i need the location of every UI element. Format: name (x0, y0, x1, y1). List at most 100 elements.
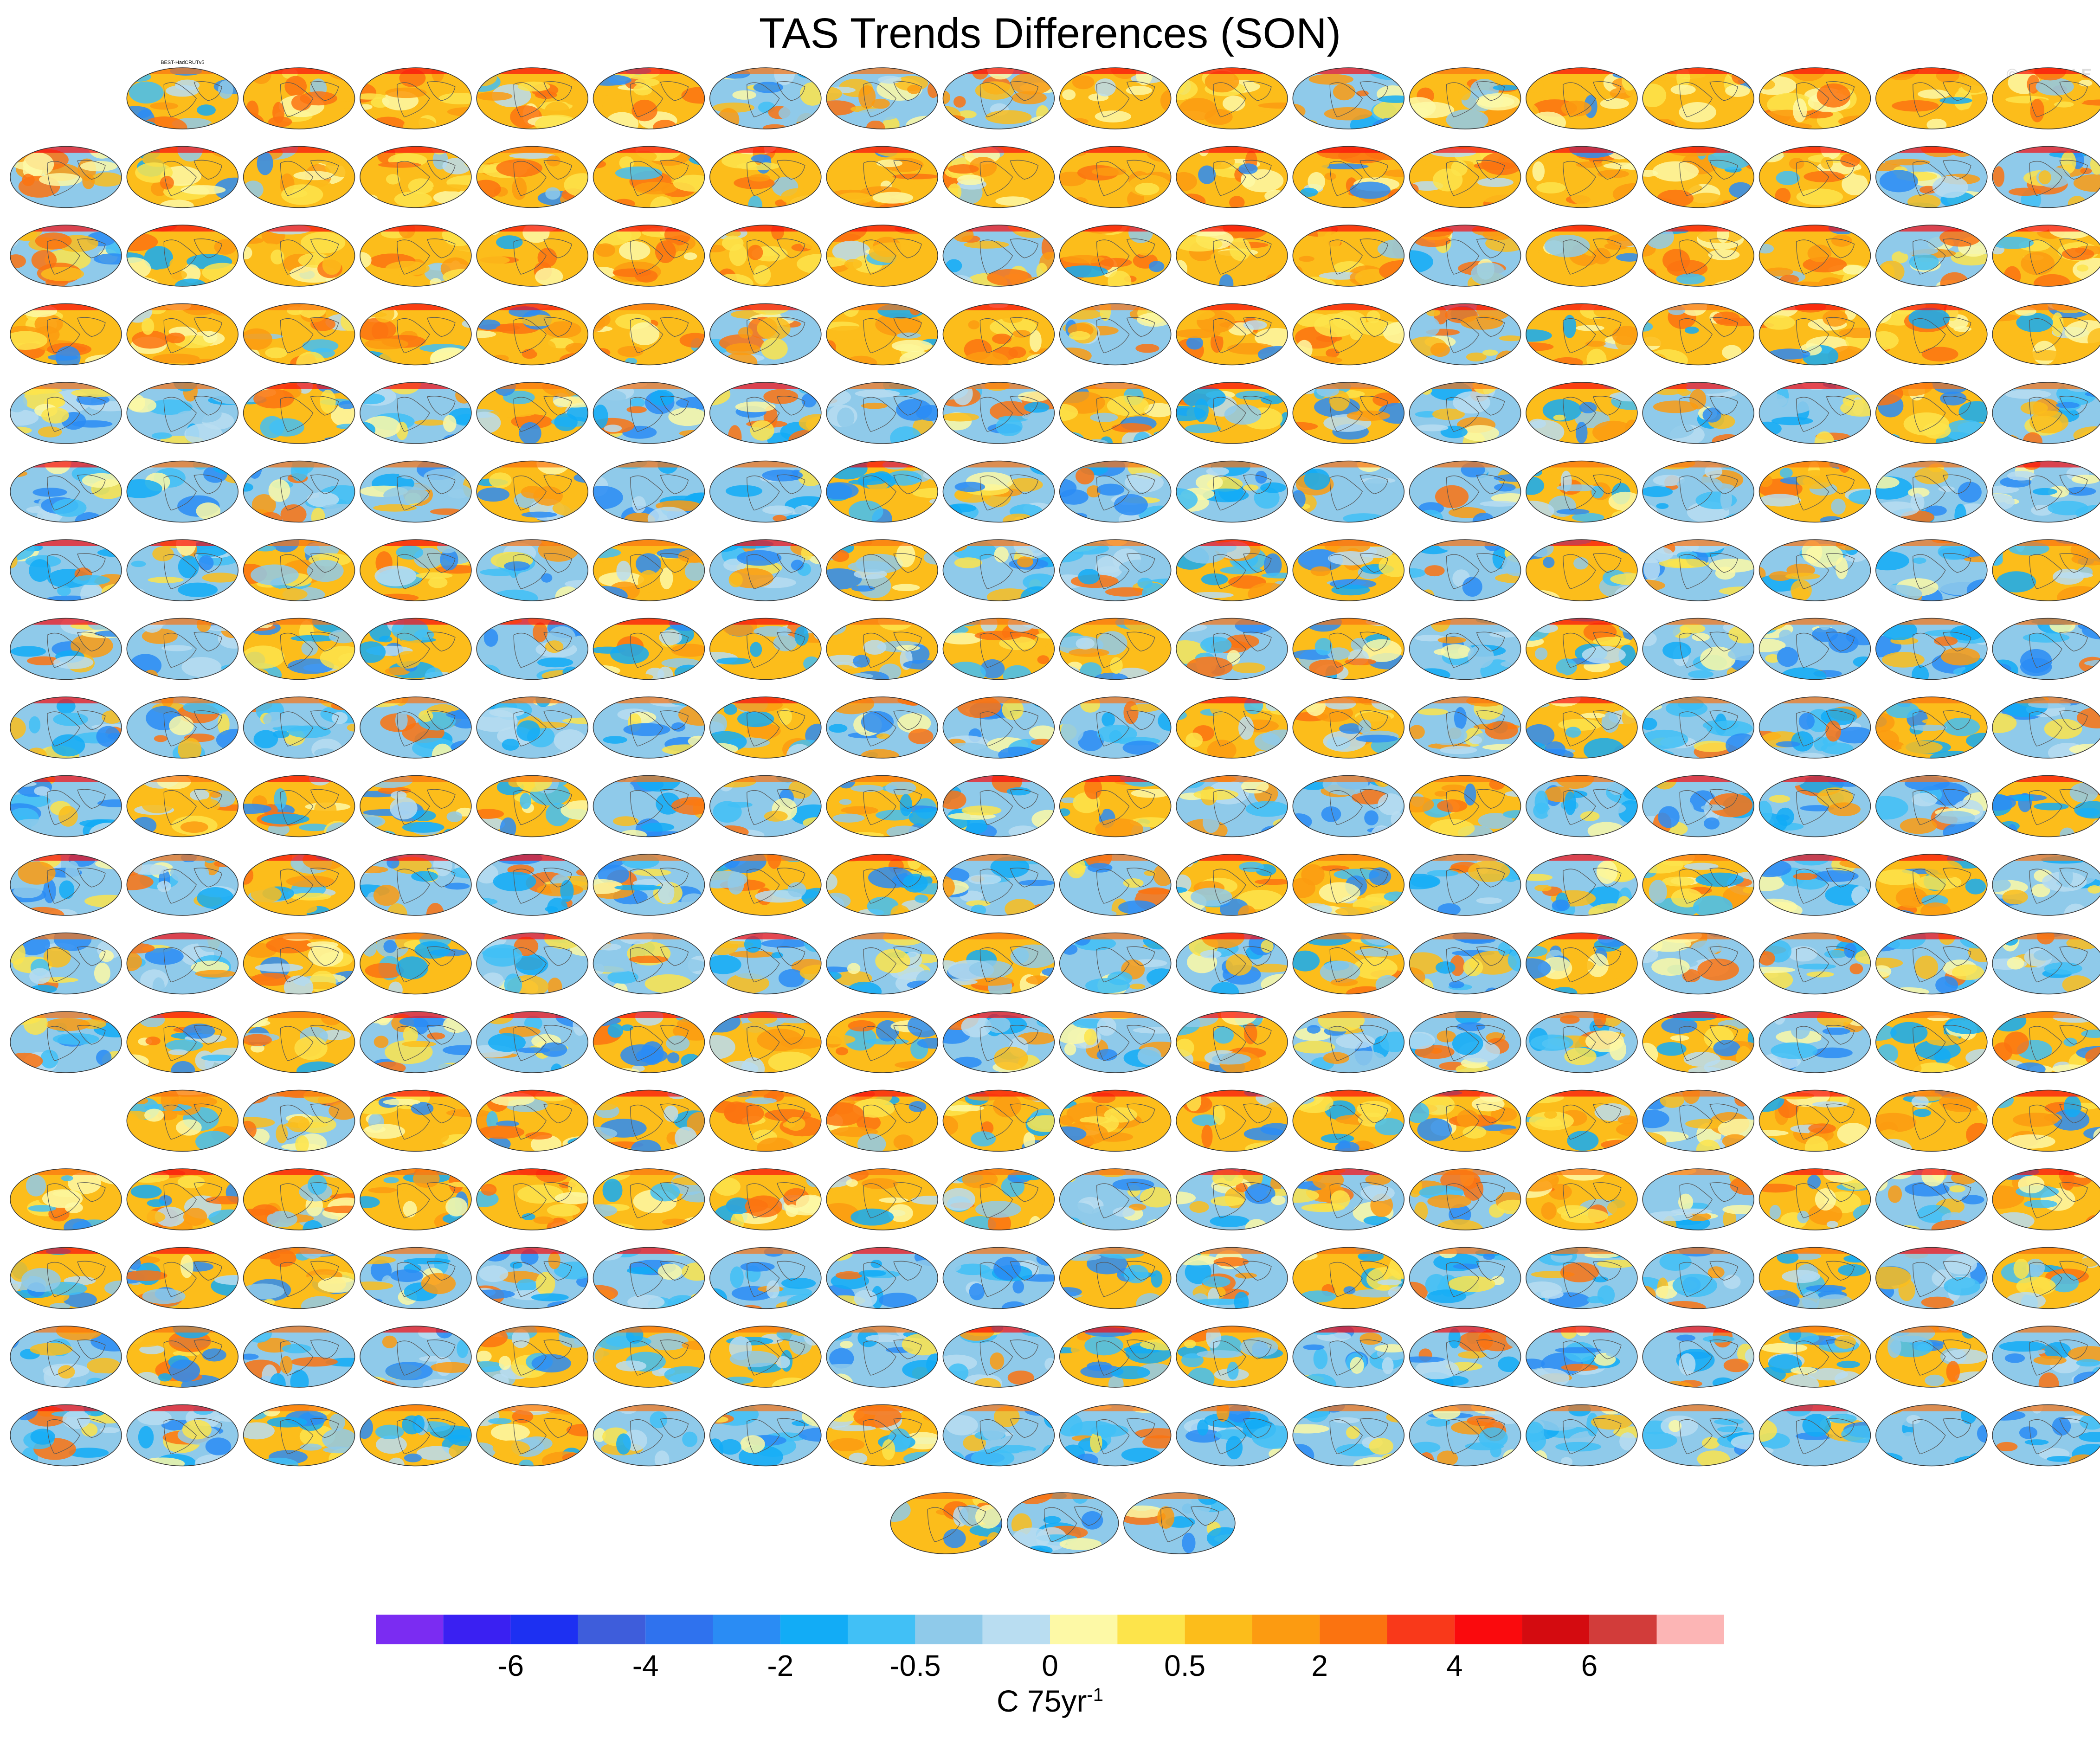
trend-anomaly-patch (946, 259, 962, 272)
trend-anomaly-patch (1694, 740, 1729, 752)
maps-canvas: BEST-HadCRUTv5 (10, 60, 2100, 1554)
trend-anomaly-patch (764, 811, 788, 822)
trend-anomaly-patch (1440, 746, 1477, 754)
trend-anomaly-patch (2034, 803, 2069, 811)
trend-anomaly-patch (414, 1127, 449, 1145)
trend-anomaly-patch (629, 322, 660, 346)
arctic-band (243, 540, 355, 546)
trend-anomaly-patch (214, 239, 237, 255)
coastline (1329, 160, 1388, 196)
map-border (126, 67, 239, 129)
trend-anomaly-patch (1031, 810, 1055, 830)
trend-anomaly-patch (127, 518, 151, 522)
trend-anomaly-patch (360, 93, 386, 100)
trend-anomaly-patch (1551, 987, 1578, 994)
trend-anomaly-patch (281, 184, 323, 205)
trend-anomaly-patch (1176, 1066, 1193, 1073)
trend-anomaly-patch (1059, 348, 1092, 364)
arctic-band (1759, 225, 1871, 232)
map-panel (10, 696, 122, 759)
trend-anomaly-patch (1176, 433, 1192, 444)
arctic-band (826, 382, 938, 389)
trend-anomaly-patch (673, 174, 705, 192)
trend-anomaly-patch (154, 735, 167, 742)
trend-anomaly-patch (1840, 153, 1860, 167)
coastline (1213, 81, 1272, 117)
trend-anomaly-patch (1045, 643, 1055, 654)
trend-anomaly-patch (96, 726, 121, 747)
trend-anomaly-patch (1068, 513, 1088, 520)
arctic-band (1526, 382, 1637, 389)
arctic-band (826, 1011, 938, 1018)
trend-anomaly-patch (717, 108, 740, 129)
trend-anomaly-patch (1096, 483, 1125, 496)
trend-anomaly-patch (650, 309, 673, 316)
arctic-band (1875, 775, 1987, 782)
trend-anomaly-patch (721, 235, 744, 251)
trend-anomaly-patch (1875, 501, 1920, 517)
trend-anomaly-patch (482, 972, 504, 989)
arctic-band (1643, 697, 1754, 703)
trend-anomaly-patch (1760, 970, 1793, 990)
trend-anomaly-patch (218, 80, 233, 99)
map-panel (1176, 932, 1288, 995)
map-panel (709, 696, 822, 759)
trend-anomaly-patch (1252, 75, 1288, 86)
map-border (1992, 146, 2100, 208)
map-border (826, 225, 938, 287)
trend-anomaly-patch (1126, 85, 1153, 95)
trend-anomaly-patch (946, 742, 988, 753)
trend-anomaly-patch (717, 775, 735, 792)
trend-anomaly-patch (272, 730, 290, 738)
arctic-band (477, 1090, 588, 1097)
map-panel (10, 932, 122, 995)
trend-anomaly-patch (385, 87, 427, 98)
map-panel (709, 618, 822, 680)
trend-anomaly-patch (1759, 79, 1775, 90)
trend-anomaly-patch (890, 426, 922, 444)
arctic-band (360, 775, 471, 782)
map-panel (1292, 67, 1405, 129)
arctic-band (243, 1090, 355, 1097)
arctic-band (127, 382, 238, 389)
map-panel (1875, 932, 1988, 995)
trend-anomaly-patch (11, 646, 46, 657)
trend-anomaly-patch (709, 870, 747, 888)
arctic-band (1875, 225, 1987, 232)
trend-anomaly-patch (1269, 510, 1285, 522)
trend-anomaly-patch (1772, 1011, 1786, 1025)
trend-anomaly-patch (908, 808, 938, 827)
trend-anomaly-patch (1791, 580, 1812, 601)
map-panel (1642, 696, 1754, 759)
trend-anomaly-patch (243, 1018, 271, 1028)
coastline (863, 81, 922, 117)
trend-anomaly-patch (836, 155, 883, 167)
trend-anomaly-patch (82, 473, 121, 488)
trend-anomaly-patch (1613, 585, 1637, 601)
trend-anomaly-patch (1796, 470, 1835, 489)
trend-anomaly-patch (593, 389, 626, 405)
trend-anomaly-patch (243, 112, 264, 129)
trend-anomaly-patch (489, 472, 512, 488)
trend-anomaly-patch (23, 152, 54, 176)
trend-anomaly-patch (861, 402, 888, 409)
trend-anomaly-patch (2015, 1062, 2046, 1073)
trend-anomaly-patch (1424, 565, 1445, 577)
trend-anomaly-patch (1301, 864, 1325, 886)
trend-anomaly-patch (737, 550, 782, 566)
trend-anomaly-patch (1186, 657, 1233, 677)
trend-anomaly-patch (1198, 146, 1210, 156)
trend-anomaly-patch (430, 347, 471, 365)
map-panel (942, 382, 1055, 444)
map-panel (1526, 618, 1638, 680)
map-panel (1176, 1011, 1288, 1073)
trend-anomaly-patch (798, 225, 821, 250)
trend-anomaly-patch (1069, 331, 1090, 341)
trend-anomaly-patch (593, 74, 631, 86)
map-panel (360, 146, 472, 208)
arctic-band (943, 854, 1055, 861)
map-panel (1059, 67, 1172, 129)
arctic-band (1059, 933, 1171, 940)
trend-anomaly-patch (360, 252, 372, 269)
map-panel (1409, 854, 1521, 916)
